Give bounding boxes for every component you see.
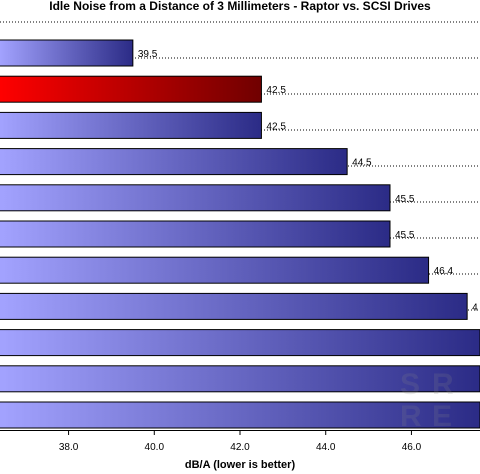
bar-value-label: 44.5 [352, 158, 372, 169]
bar-value-label: 4 [472, 302, 478, 313]
bar [0, 365, 480, 393]
bar [0, 401, 480, 429]
x-tick-label: 44.0 [316, 442, 336, 453]
bars [0, 39, 480, 429]
x-tick-label: 42.0 [230, 442, 250, 453]
bar [0, 111, 262, 139]
bar-value-label: 39.5 [138, 49, 158, 60]
svg-text:R: R [432, 368, 454, 401]
x-tick-label: 38.0 [59, 442, 79, 453]
bar-value-label: 42.5 [266, 121, 286, 132]
x-axis-title: dB/A (lower is better) [184, 459, 296, 471]
x-tick-label: 40.0 [145, 442, 165, 453]
sr-watermark-logo: S R R E [400, 368, 454, 430]
bar-value-label: 46.4 [434, 266, 454, 277]
data-labels: 39.5 42.5 42.5 44.5 45.5 45.5 46.4 4 [138, 49, 478, 313]
svg-text:R: R [400, 400, 422, 430]
svg-text:E: E [432, 400, 452, 430]
chart-title: Idle Noise from a Distance of 3 Millimet… [49, 0, 431, 13]
bar [0, 292, 468, 320]
bar [0, 148, 348, 176]
bar [0, 329, 480, 357]
bar-highlight [0, 75, 262, 103]
x-tick-label: 46.0 [402, 442, 422, 453]
bar-value-label: 45.5 [395, 230, 415, 241]
bar [0, 39, 134, 67]
bar [0, 184, 391, 212]
bar [0, 256, 430, 284]
bar-value-label: 42.5 [266, 85, 286, 96]
watermark-text: S [400, 368, 420, 401]
bar-value-label: 45.5 [395, 194, 415, 205]
x-axis-ticks: 38.0 40.0 42.0 44.0 46.0 [59, 430, 422, 453]
bar [0, 220, 391, 248]
